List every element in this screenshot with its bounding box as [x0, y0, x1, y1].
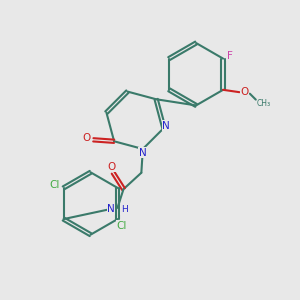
- Text: H: H: [121, 206, 128, 214]
- Text: N: N: [139, 148, 147, 158]
- Text: F: F: [227, 51, 233, 61]
- Text: CH₃: CH₃: [257, 99, 271, 108]
- Text: Cl: Cl: [50, 180, 60, 190]
- Text: Cl: Cl: [117, 220, 127, 231]
- Text: N: N: [162, 121, 170, 130]
- Text: O: O: [107, 162, 116, 172]
- Text: N: N: [107, 204, 115, 214]
- Text: O: O: [83, 133, 91, 143]
- Text: O: O: [241, 87, 249, 97]
